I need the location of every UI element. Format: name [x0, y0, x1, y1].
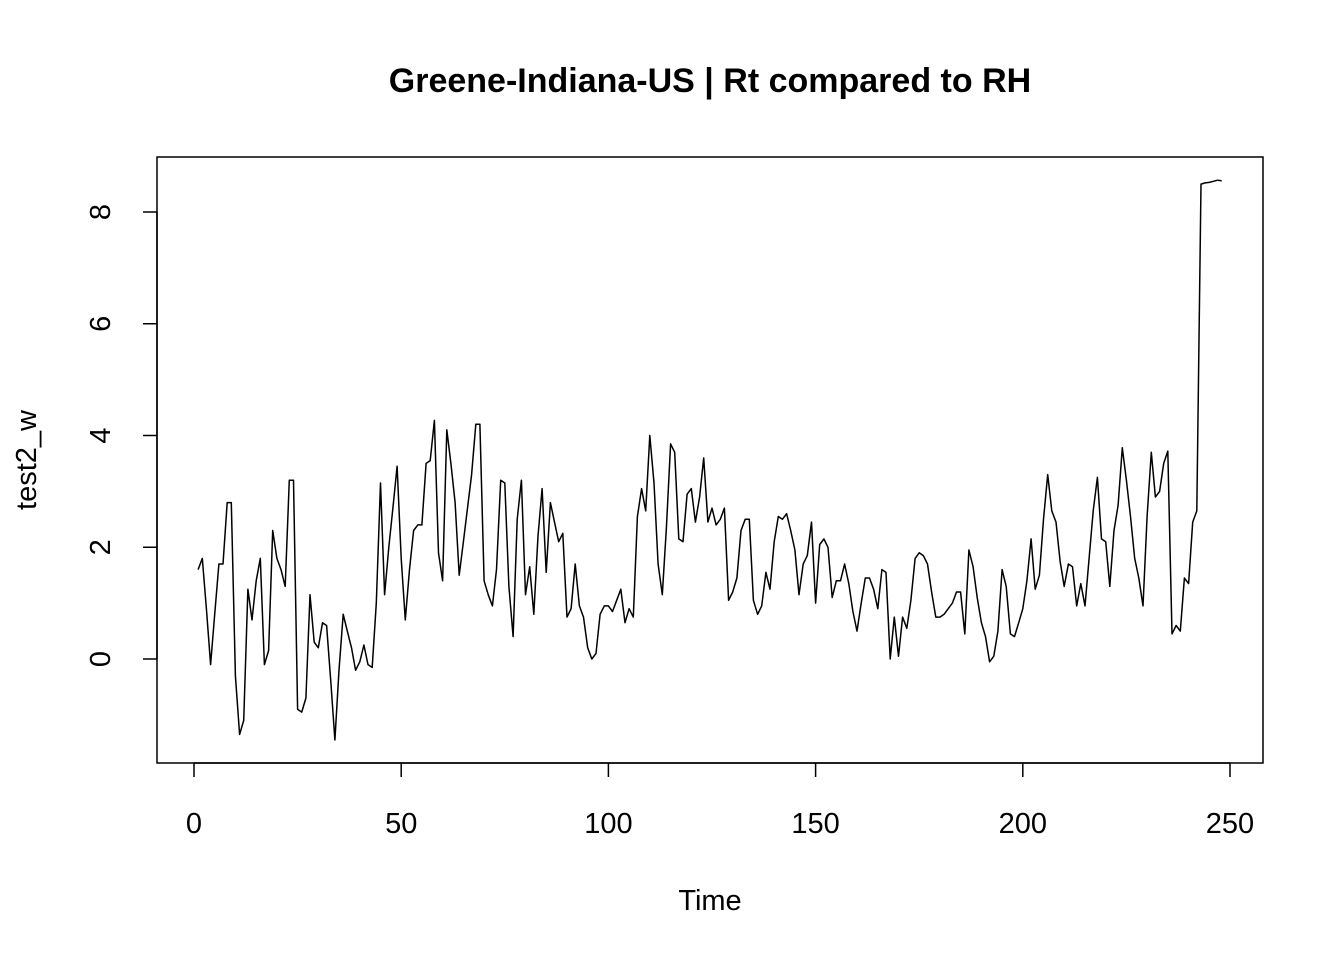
series-line	[197, 179, 1222, 741]
plot-frame	[156, 156, 1264, 764]
y-axis: 0 2 4 6 8	[85, 204, 158, 667]
chart-title: Greene-Indiana-US | Rt compared to RH	[389, 62, 1031, 100]
x-tick-label: 50	[385, 808, 417, 840]
y-tick-label: 4	[85, 427, 117, 443]
x-axis-label: Time	[678, 885, 741, 917]
x-tick-label: 250	[1206, 808, 1254, 840]
x-axis: 0 50 100 150 200 250	[186, 762, 1254, 840]
y-tick-label: 2	[85, 539, 117, 555]
y-axis-label: test2_w	[11, 409, 43, 510]
x-tick-label: 0	[186, 808, 202, 840]
x-tick-label: 150	[791, 808, 839, 840]
y-tick-label: 8	[85, 204, 117, 220]
series-group	[197, 179, 1222, 741]
y-tick-label: 0	[85, 651, 117, 667]
x-tick-label: 200	[999, 808, 1047, 840]
x-tick-label: 100	[584, 808, 632, 840]
y-tick-label: 6	[85, 316, 117, 332]
